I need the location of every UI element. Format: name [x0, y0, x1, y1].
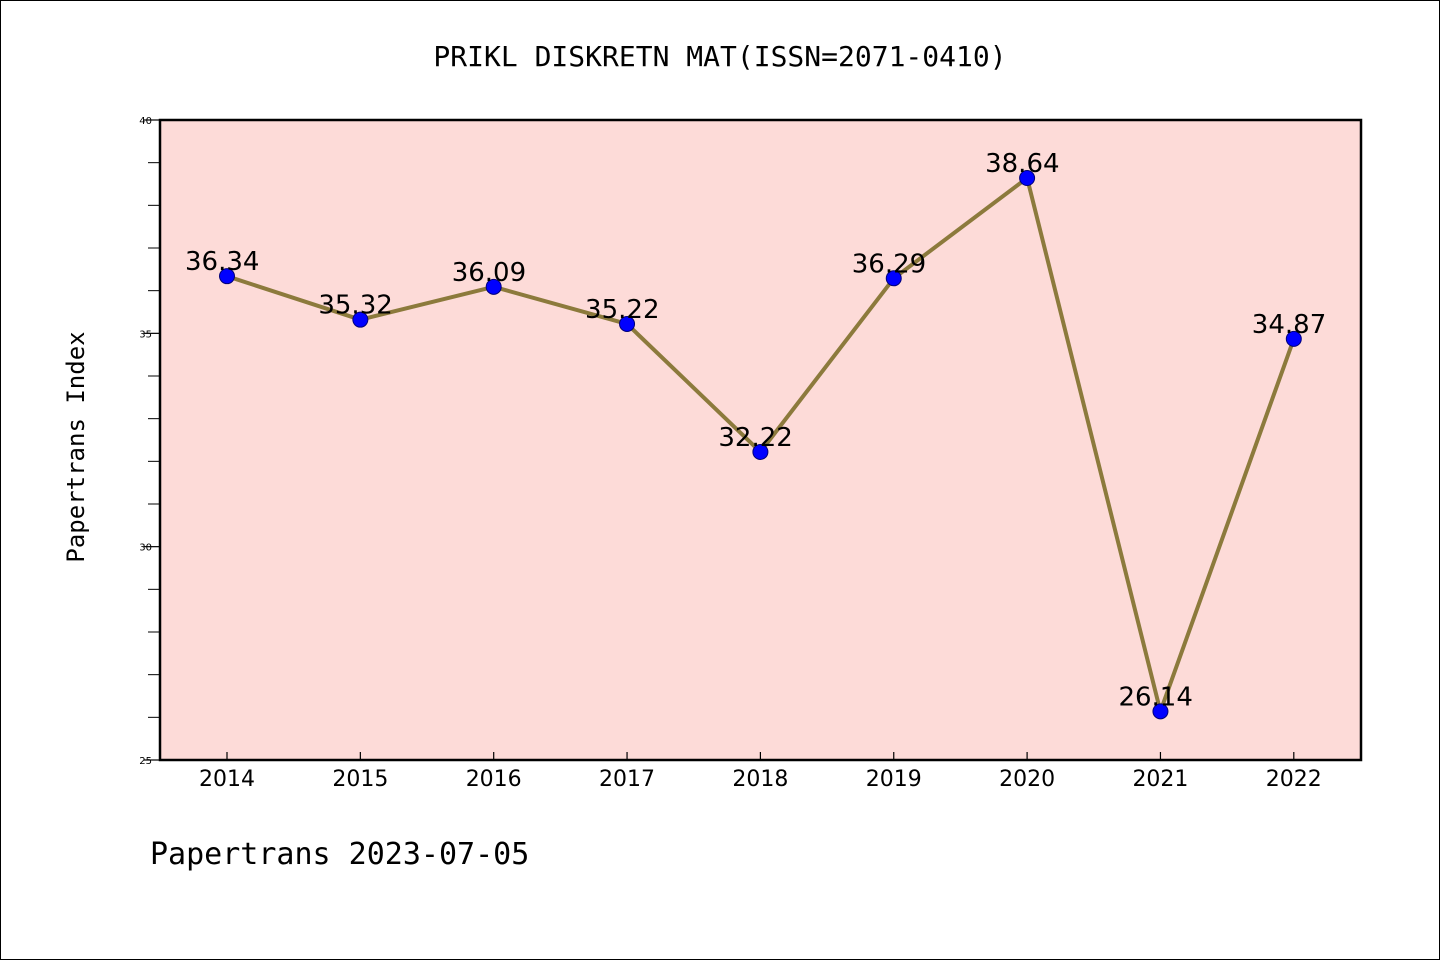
- y-tick-label: 25: [139, 756, 152, 767]
- plot-border: [158, 118, 1363, 762]
- data-label: 34.87: [1252, 310, 1326, 340]
- data-point: [619, 315, 636, 332]
- data-labels: 36.34 35.32 36.09 35.22 32.22 36.29 38.64 26.14…: [185, 149, 1326, 712]
- data-label: 36.09: [452, 258, 526, 288]
- data-label: 26.14: [1118, 682, 1192, 712]
- x-tick-label: 2018: [732, 767, 788, 792]
- x-tick-label: 2022: [1266, 767, 1322, 792]
- data-label: 38.64: [985, 149, 1059, 179]
- x-tick-label: 2014: [199, 767, 255, 792]
- data-point: [1019, 170, 1036, 187]
- y-axis-ticks: 25 30 35 40: [139, 116, 160, 767]
- data-point: [1152, 703, 1169, 720]
- plot-area: [160, 120, 1361, 760]
- data-point: [352, 311, 369, 328]
- data-markers: [219, 170, 1302, 720]
- data-label: 36.34: [185, 247, 259, 277]
- x-tick-label: 2016: [466, 767, 522, 792]
- y-tick-label: 35: [139, 329, 152, 340]
- x-tick-label: 2019: [866, 767, 922, 792]
- x-tick-label: 2015: [332, 767, 388, 792]
- data-point: [219, 268, 235, 285]
- chart-title: PRIKL DISKRETN MAT(ISSN=2071-0410): [433, 40, 1006, 73]
- data-label: 32.22: [718, 423, 792, 453]
- x-tick-label: 2020: [999, 767, 1055, 792]
- data-point: [752, 443, 769, 460]
- x-tick-label: 2021: [1132, 767, 1188, 792]
- x-tick-label: 2017: [599, 767, 655, 792]
- data-label: 35.22: [585, 295, 659, 325]
- data-point: [885, 270, 902, 287]
- y-axis-label: Papertrans Index: [62, 331, 90, 562]
- x-axis-ticks: 2014 2015 2016 2017 2018 2019 2020 2021 2022: [199, 752, 1322, 792]
- y-tick-label: 40: [139, 116, 152, 127]
- y-tick-label: 30: [139, 543, 152, 554]
- data-label: 35.32: [318, 291, 392, 321]
- data-point: [485, 278, 502, 295]
- footer-text: Papertrans 2023-07-05: [150, 837, 529, 872]
- data-label: 36.29: [852, 249, 926, 279]
- y-minor-ticks: [148, 162, 160, 718]
- data-point: [1285, 330, 1302, 347]
